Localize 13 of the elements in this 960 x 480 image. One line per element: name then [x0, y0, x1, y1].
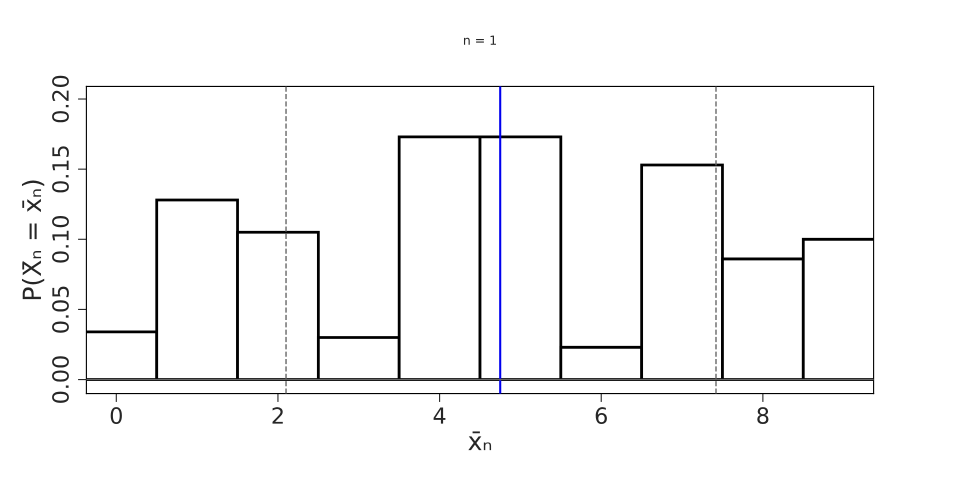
y-tick-label: 0.15 [52, 146, 69, 192]
y-tick-label: 0.05 [52, 286, 69, 333]
x-axis-title: x̄ₙ [468, 431, 492, 450]
y-tick-label: 0.10 [52, 216, 69, 263]
x-tick-label: 0 [110, 407, 122, 424]
y-tick-label: 0.00 [52, 356, 69, 403]
y-tick-label: 0.20 [52, 76, 69, 122]
x-tick-label: 8 [757, 407, 768, 424]
x-tick-label: 4 [434, 407, 446, 424]
x-tick-label: 2 [272, 407, 283, 424]
y-axis-title: P(X̄ₙ = x̄ₙ) [22, 180, 44, 300]
chart-title: n = 1 [464, 36, 496, 45]
x-tick-label: 6 [596, 407, 607, 424]
